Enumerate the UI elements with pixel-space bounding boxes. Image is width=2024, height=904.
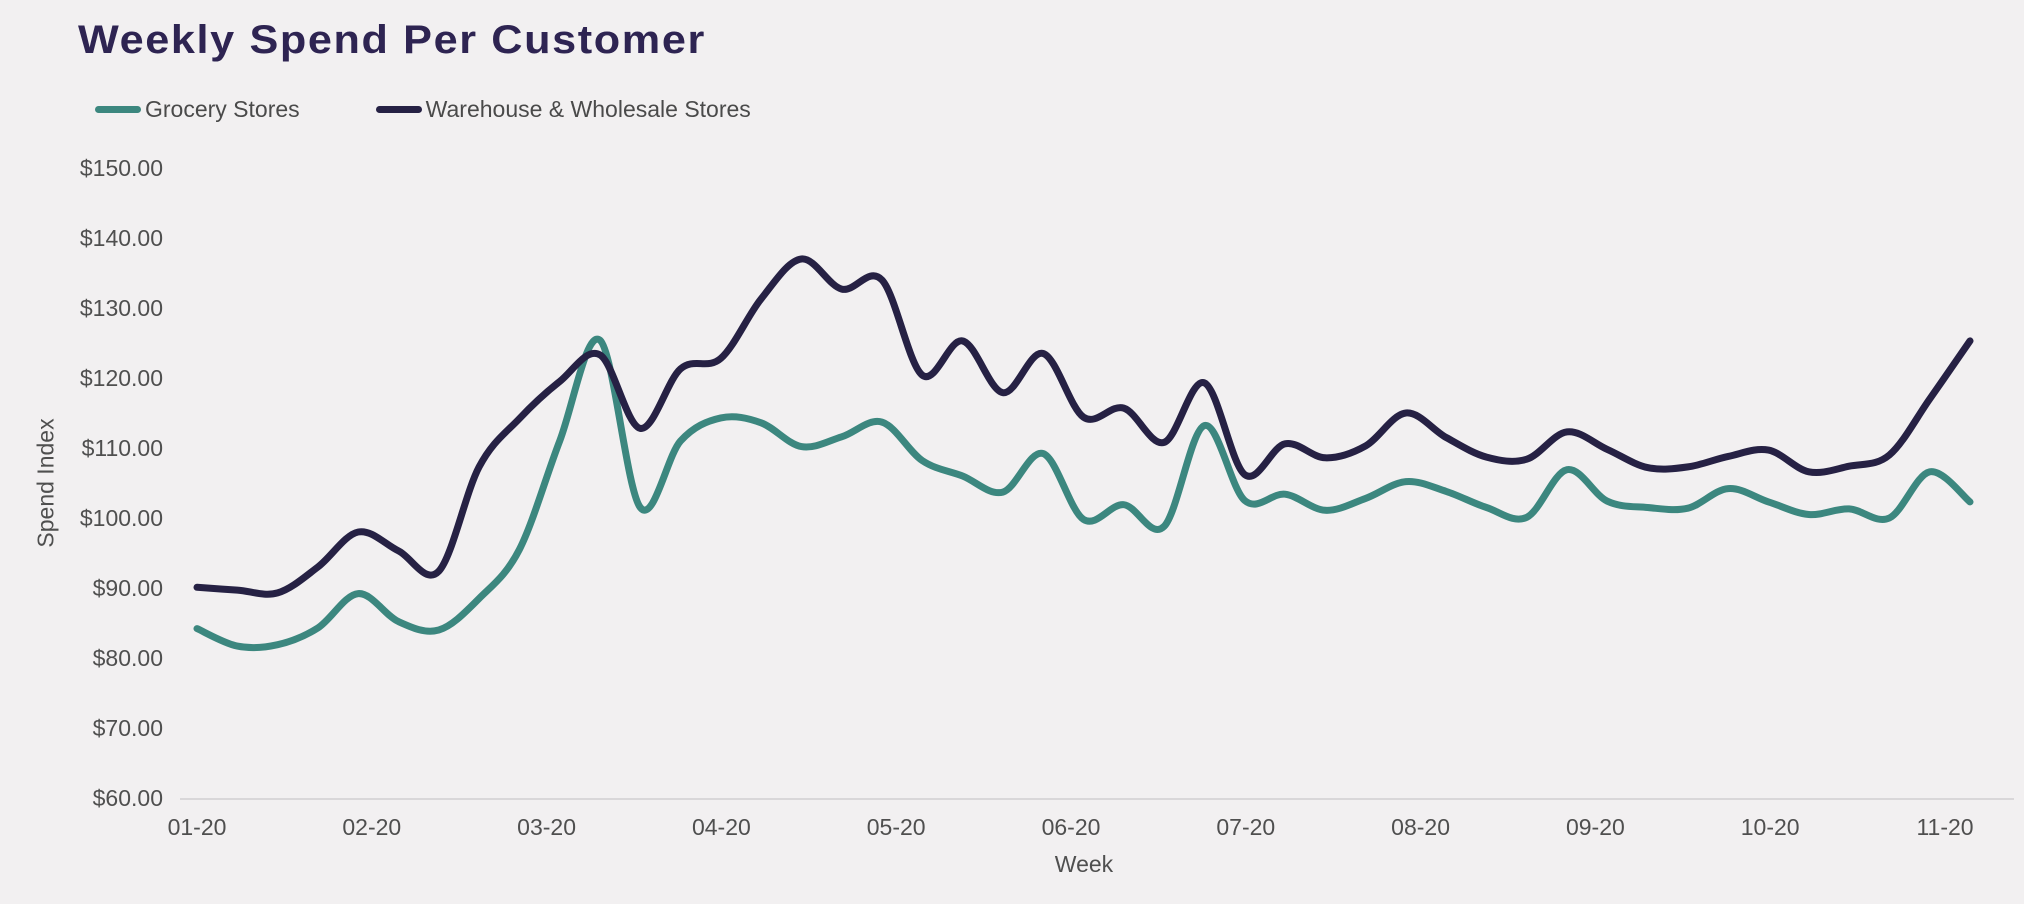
x-axis-line — [180, 798, 2014, 800]
grocery-line-swatch-icon — [95, 106, 141, 113]
x-tick-label: 05-20 — [866, 814, 926, 840]
legend-label-grocery: Grocery Stores — [145, 96, 300, 122]
y-tick-label: $140.00 — [79, 225, 163, 251]
y-tick-label: $120.00 — [79, 365, 163, 391]
x-axis-title: Week — [1054, 851, 1114, 877]
y-tick-label: $150.00 — [79, 155, 163, 181]
y-tick-label: $130.00 — [79, 295, 163, 321]
x-tick-label: 06-20 — [1041, 814, 1101, 840]
legend-label-warehouse: Warehouse & Wholesale Stores — [425, 96, 751, 122]
y-tick-label: $110.00 — [81, 435, 163, 461]
warehouse-line-swatch-icon — [375, 106, 422, 113]
x-tick-label: 10-20 — [1740, 814, 1800, 840]
x-tick-label: 04-20 — [691, 814, 751, 840]
legend-item-grocery[interactable]: Grocery Stores — [95, 96, 300, 123]
grocery-line[interactable] — [193, 335, 1974, 652]
x-tick-label: 02-20 — [342, 814, 402, 840]
chart-title: Weekly Spend Per Customer — [78, 18, 706, 62]
x-tick-label: 08-20 — [1391, 814, 1450, 840]
y-tick-label: $100.00 — [79, 505, 163, 531]
warehouse-line[interactable] — [193, 255, 1974, 598]
x-tick-label: 07-20 — [1216, 814, 1276, 840]
y-tick-label: $70.00 — [92, 715, 163, 741]
legend-item-warehouse[interactable]: Warehouse & Wholesale Stores — [375, 96, 751, 123]
y-tick-label: $90.00 — [92, 575, 163, 601]
y-tick-label: $80.00 — [92, 645, 163, 671]
x-tick-label: 01-20 — [167, 814, 227, 840]
x-tick-label: 11-20 — [1916, 814, 1974, 840]
legend: Grocery Stores Warehouse & Wholesale Sto… — [95, 96, 827, 123]
x-tick-label: 09-20 — [1565, 814, 1625, 840]
y-tick-label: $60.00 — [92, 785, 163, 811]
x-tick-label: 03-20 — [517, 814, 576, 840]
